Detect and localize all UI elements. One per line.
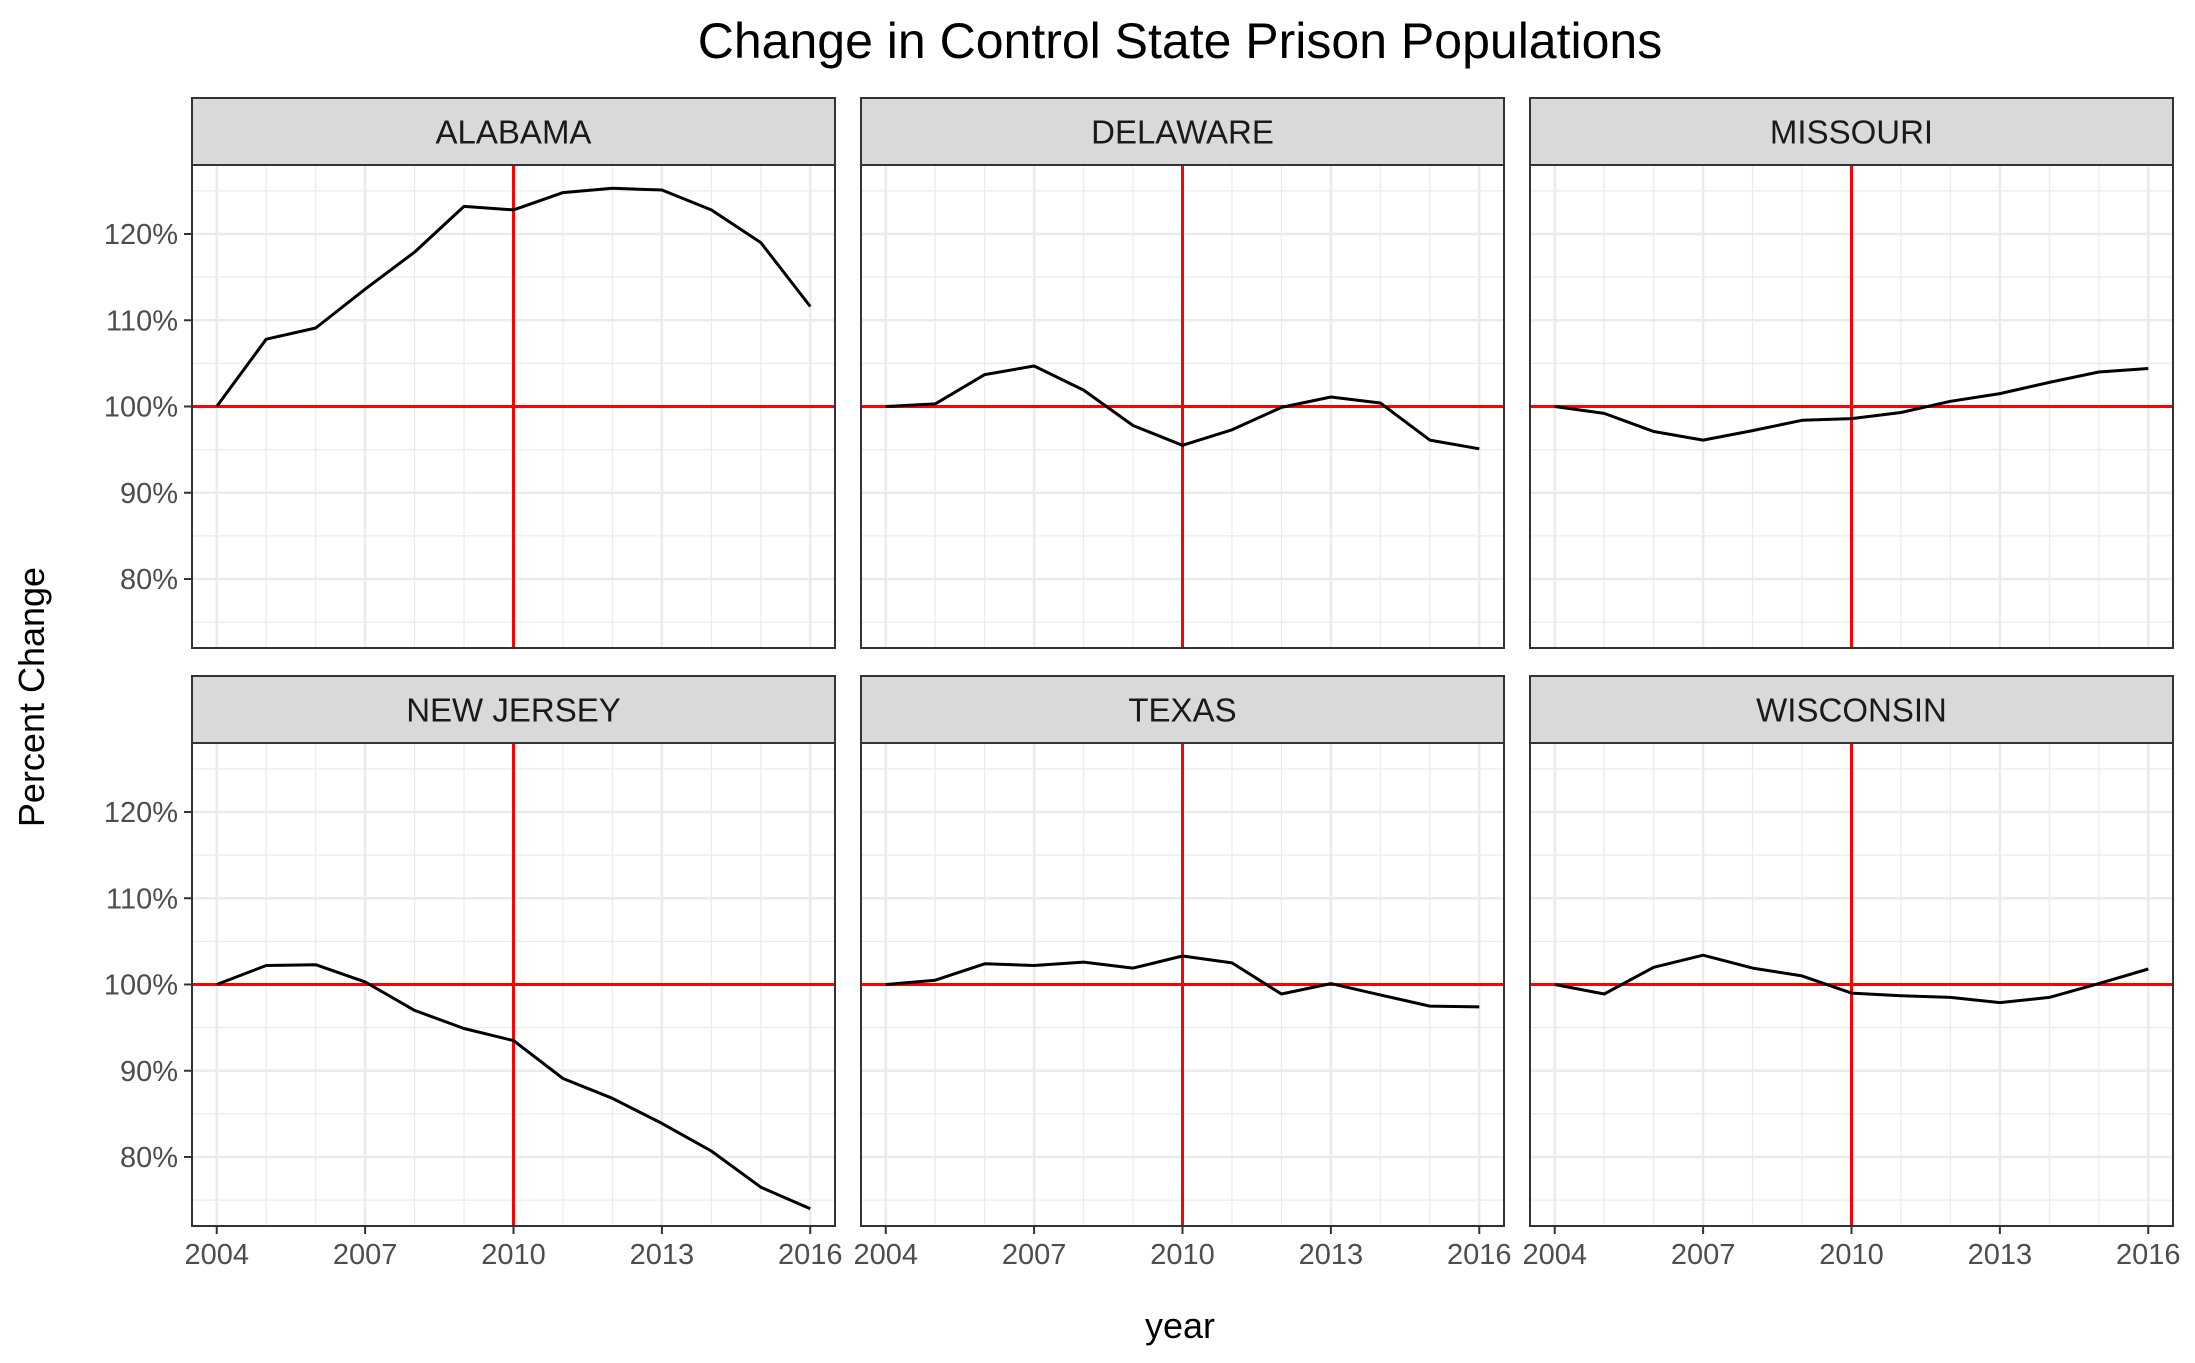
x-tick-label: 2016 [1447, 1239, 1512, 1271]
x-tick-label: 2010 [1150, 1239, 1215, 1271]
x-axis-label: year [1145, 1305, 1215, 1346]
y-tick-label: 110% [106, 305, 178, 337]
y-axis-label: Percent Change [11, 567, 52, 827]
strip-label-alabama: ALABAMA [436, 114, 592, 151]
panel-wisconsin: WISCONSIN 2004 2007 2010 2013 2016 [1522, 675, 2181, 1271]
y-tick-label: 120% [104, 219, 178, 251]
panel-delaware: DELAWARE [860, 97, 1505, 649]
x-tick-label: 2013 [1968, 1239, 2033, 1271]
x-tick-label: 2004 [1522, 1239, 1587, 1271]
panel-new-jersey: NEW JERSEY 80% 90% 100% 110% 120% 2004 2007 2010… [104, 675, 843, 1271]
panel-border-delaware [860, 164, 1505, 649]
x-tick-label: 2007 [1671, 1239, 1736, 1271]
strip-new-jersey [191, 675, 836, 744]
y-tick-label: 110% [106, 883, 178, 915]
strip-label-new-jersey: NEW JERSEY [406, 692, 621, 729]
x-tick-label: 2016 [2116, 1239, 2181, 1271]
chart-title: Change in Control State Prison Populatio… [698, 13, 1662, 69]
series-line-texas [885, 954, 1480, 1009]
y-tick-label: 120% [104, 797, 178, 829]
y-tick-label: 80% [120, 564, 178, 596]
x-tick-label: 2010 [481, 1239, 546, 1271]
strip-label-texas: TEXAS [1128, 692, 1236, 729]
strip-alabama [191, 97, 836, 166]
panel-texas: TEXAS 2004 2007 2010 2013 2016 [853, 675, 1512, 1271]
x-tick-label: 2010 [1819, 1239, 1884, 1271]
x-tick-label: 2004 [184, 1239, 249, 1271]
panel-missouri: MISSOURI [1529, 97, 2174, 649]
series-line-missouri [1554, 367, 2149, 442]
y-tick-label: 90% [120, 478, 178, 510]
y-tick-label: 90% [120, 1056, 178, 1088]
x-tick-label: 2007 [333, 1239, 398, 1271]
x-tick-label: 2016 [778, 1239, 843, 1271]
panels-layer: ALABAMA 80% 90% 100% 110% 120% DELAWARE MISSOUR… [104, 97, 2181, 1271]
strip-missouri [1529, 97, 2174, 166]
series-line-new-jersey [216, 963, 811, 1211]
y-tick-label: 100% [104, 970, 178, 1002]
strip-label-missouri: MISSOURI [1770, 114, 1933, 151]
series-line-alabama [215, 186, 812, 408]
y-tick-label: 80% [120, 1142, 178, 1174]
x-tick-label: 2013 [630, 1239, 695, 1271]
x-tick-label: 2004 [853, 1239, 918, 1271]
y-tick-label: 100% [104, 392, 178, 424]
panel-alabama: ALABAMA 80% 90% 100% 110% 120% [104, 97, 836, 649]
strip-label-wisconsin: WISCONSIN [1756, 692, 1947, 729]
strip-texas [860, 675, 1505, 744]
strip-label-delaware: DELAWARE [1091, 114, 1274, 151]
x-tick-label: 2013 [1299, 1239, 1364, 1271]
x-tick-label: 2007 [1002, 1239, 1067, 1271]
series-line-delaware [885, 364, 1480, 451]
series-line-wisconsin [1554, 953, 2149, 1005]
panel-border-missouri [1529, 164, 2174, 649]
